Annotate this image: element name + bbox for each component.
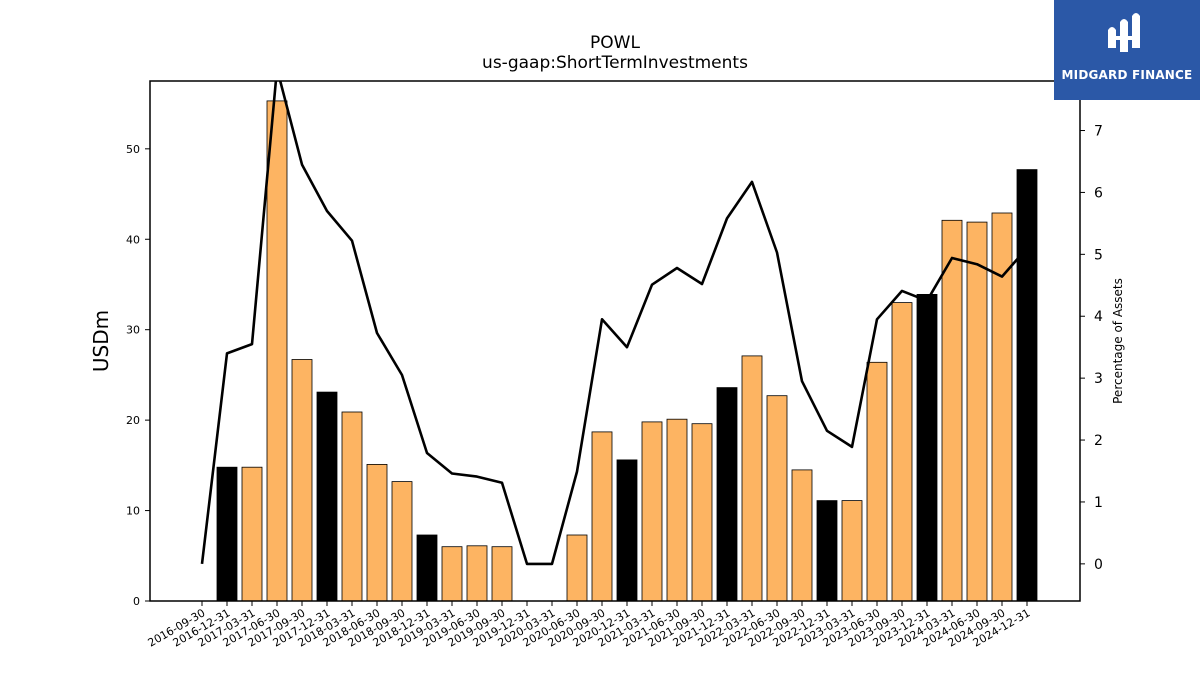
- y-tick-label: 0: [133, 595, 140, 608]
- y-axis-label: USDm: [89, 310, 113, 372]
- logo-text: MIDGARD FINANCE: [1061, 68, 1193, 82]
- y2-tick-label: 1: [1094, 495, 1103, 511]
- midgard-logo-icon: [1108, 13, 1140, 52]
- bar-2022-06-30: [766, 395, 788, 601]
- bar-2017-12-31: [316, 391, 338, 601]
- bar-2023-09-30: [891, 302, 913, 601]
- bar-2021-03-31: [641, 421, 663, 601]
- bar-2020-09-30: [591, 431, 613, 601]
- y2-axis-label: Percentage of Assets: [1111, 278, 1125, 404]
- logo: MIDGARD FINANCE: [1054, 0, 1200, 100]
- bar-2024-09-30: [991, 212, 1013, 601]
- bar-2017-09-30: [291, 359, 313, 601]
- bar-2024-06-30: [966, 221, 988, 601]
- bar-2017-03-31: [241, 466, 263, 601]
- bar-2018-03-31: [341, 411, 363, 601]
- y2-tick-label: 3: [1094, 371, 1103, 387]
- bar-2024-03-31: [941, 219, 963, 601]
- plot-frame: [149, 80, 1081, 602]
- bar-2020-06-30: [566, 534, 588, 601]
- y2-tick-label: 7: [1094, 124, 1103, 140]
- y-tick-label: 30: [126, 324, 140, 337]
- y2-tick-label: 0: [1094, 557, 1103, 573]
- bar-2023-12-31: [916, 293, 938, 601]
- bar-2022-09-30: [791, 469, 813, 601]
- line-layer: [200, 81, 1028, 566]
- bar-2024-12-31: [1016, 169, 1038, 601]
- y-tick-label: 10: [126, 505, 140, 518]
- bar-2017-06-30: [266, 100, 288, 601]
- bar-2022-03-31: [741, 355, 763, 601]
- bars-layer: [216, 100, 1038, 601]
- bar-2021-06-30: [666, 418, 688, 601]
- bar-2019-09-30: [491, 546, 513, 601]
- y-tick-label: 40: [126, 233, 140, 246]
- chart-title: POWL: [590, 33, 640, 53]
- y-tick-label: 50: [126, 143, 140, 156]
- y2-tick-label: 5: [1094, 247, 1103, 263]
- bar-2018-09-30: [391, 481, 413, 601]
- percentage-line: [200, 81, 1028, 566]
- bar-2018-06-30: [366, 463, 388, 601]
- bar-2019-03-31: [441, 546, 463, 601]
- bar-2023-03-31: [841, 500, 863, 601]
- y2-tick-label: 4: [1094, 309, 1103, 325]
- bar-2016-12-31: [216, 466, 238, 601]
- chart-subtitle: us-gaap:ShortTermInvestments: [482, 53, 748, 73]
- bar-2021-09-30: [691, 423, 713, 601]
- y-tick-label: 20: [126, 414, 140, 427]
- bar-2019-06-30: [466, 545, 488, 601]
- bar-2023-06-30: [866, 361, 888, 601]
- bar-2022-12-31: [816, 500, 838, 601]
- y2-tick-label: 6: [1094, 185, 1103, 201]
- y2-tick-label: 2: [1094, 433, 1103, 449]
- bar-2018-12-31: [416, 534, 438, 601]
- bar-2021-12-31: [716, 387, 738, 601]
- bar-2020-12-31: [616, 459, 638, 601]
